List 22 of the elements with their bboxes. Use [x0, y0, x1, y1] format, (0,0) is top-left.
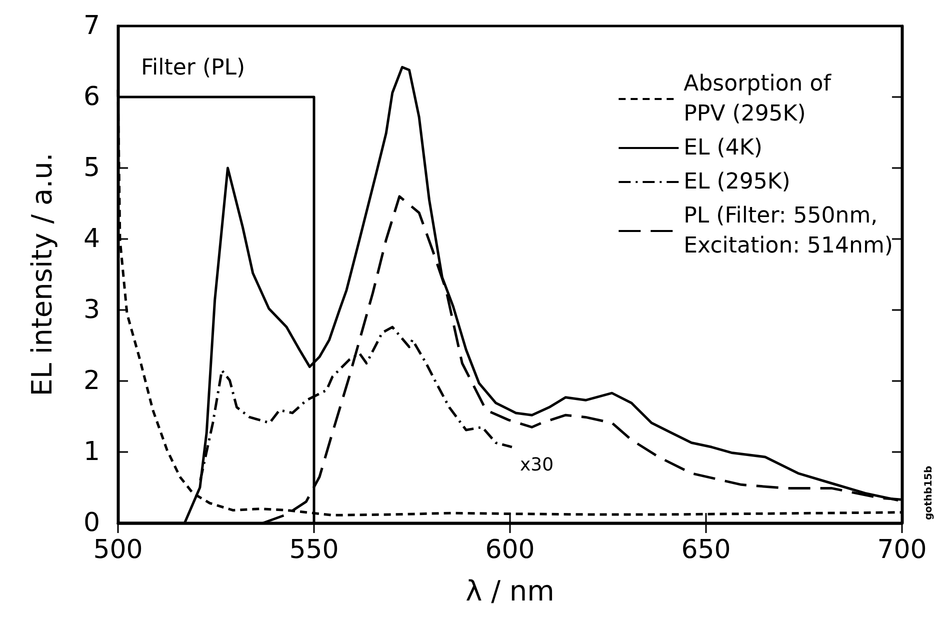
x-tick-label: 500 [93, 535, 143, 565]
x-tick-label: 650 [681, 535, 731, 565]
legend-label: PL (Filter: 550nm, Excitation: 514nm) [684, 204, 893, 258]
y-tick-label: 0 [83, 508, 100, 538]
annotation: x30 [520, 454, 554, 476]
x-tick-label: 700 [877, 535, 927, 565]
legend-label: Absorption of PPV (295K) [684, 72, 832, 126]
y-tick-label: 4 [83, 224, 100, 254]
x-tick-label: 550 [289, 535, 339, 565]
y-tick-label: 6 [83, 82, 100, 112]
y-tick-label: 1 [83, 437, 100, 467]
y-tick-label: 3 [83, 295, 100, 325]
y-axis-title: EL intensity / a.u. [26, 152, 58, 396]
y-tick-label: 7 [83, 11, 100, 41]
legend-label: EL (295K) [684, 170, 790, 194]
series-label: Filter (PL) [140, 56, 246, 80]
y-tick-label: 2 [83, 366, 100, 396]
y-tick-label: 5 [83, 153, 100, 183]
legend-label: EL (4K) [684, 136, 762, 160]
text: gothb15b [924, 466, 934, 520]
x-axis-title: λ / nm [466, 574, 554, 608]
x-tick-label: 600 [485, 535, 535, 565]
